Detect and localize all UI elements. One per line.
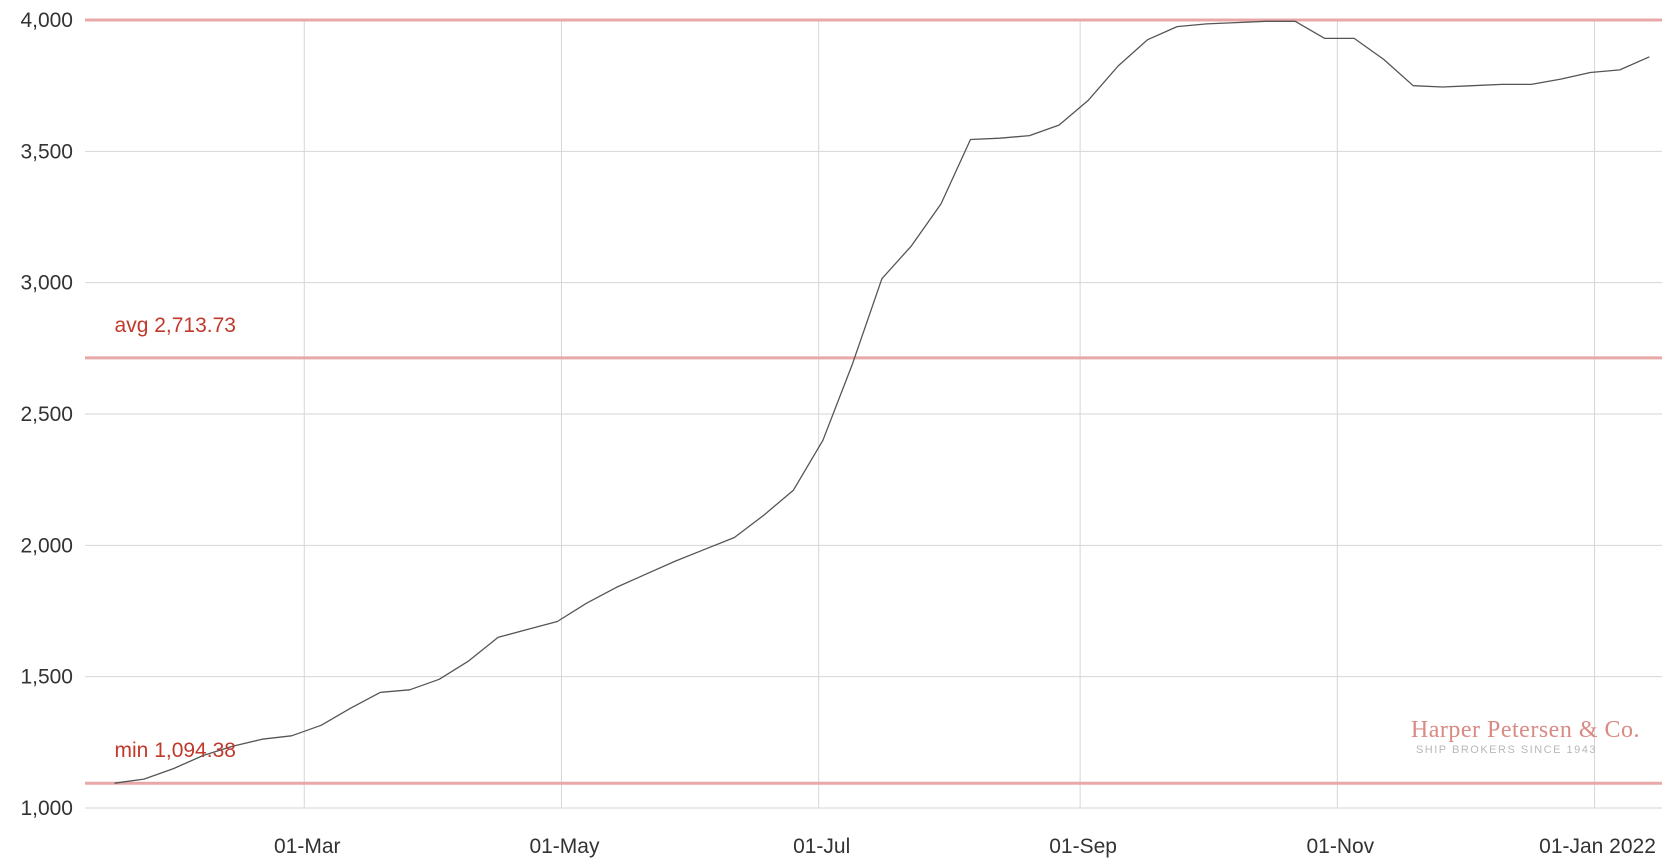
horizontal-gridlines	[85, 19, 1662, 809]
y-axis-ticks: 1,000 1,500 2,000 2,500 3,000 3,500 4,000	[20, 9, 73, 820]
y-tick-label: 2,500	[20, 403, 73, 426]
x-tick-label: 01-Mar	[274, 835, 341, 858]
y-tick-label: 4,000	[20, 9, 73, 32]
x-tick-label: 01-Jul	[793, 835, 850, 858]
y-tick-label: 3,000	[20, 272, 73, 295]
watermark-tagline: SHIP BROKERS SINCE 1943	[1416, 744, 1597, 756]
y-tick-label: 3,500	[20, 140, 73, 163]
reference-line-label: min 1,094.38	[115, 739, 236, 762]
x-tick-label: 01-May	[529, 835, 600, 858]
reference-lines	[85, 18, 1662, 785]
watermark-logo-text: Harper Petersen & Co.	[1411, 717, 1640, 743]
watermark: Harper Petersen & Co. SHIP BROKERS SINCE…	[1411, 717, 1640, 756]
x-tick-label: 01-Sep	[1049, 835, 1117, 858]
y-tick-label: 2,000	[20, 534, 73, 557]
reference-line-label: avg 2,713.73	[115, 314, 236, 337]
series-group	[114, 20, 1650, 784]
x-axis-ticks: 01-Mar 01-May 01-Jul 01-Sep 01-Nov 01-Jan 202…	[274, 835, 1656, 858]
reference-labels: avg 2,713.73 min 1,094.38	[115, 314, 236, 762]
x-tick-label: 01-Jan 2022	[1539, 835, 1656, 858]
x-tick-label: 01-Nov	[1306, 835, 1374, 858]
series-line	[114, 20, 1650, 784]
y-tick-label: 1,500	[20, 666, 73, 689]
y-tick-label: 1,000	[20, 797, 73, 820]
